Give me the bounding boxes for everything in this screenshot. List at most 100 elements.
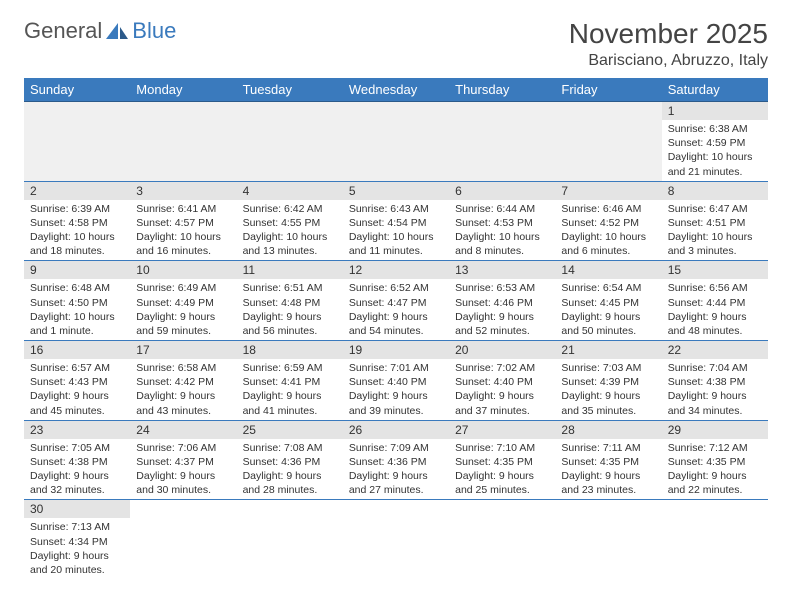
day-content: Sunrise: 7:12 AMSunset: 4:35 PMDaylight:… <box>662 439 768 500</box>
logo-text-2: Blue <box>132 18 176 44</box>
calendar-cell: 10Sunrise: 6:49 AMSunset: 4:49 PMDayligh… <box>130 261 236 341</box>
sunrise-text: Sunrise: 6:43 AM <box>349 202 443 216</box>
day-content: Sunrise: 7:08 AMSunset: 4:36 PMDaylight:… <box>237 439 343 500</box>
daylight-text: Daylight: 9 hours and 32 minutes. <box>30 469 124 497</box>
calendar-cell <box>343 500 449 579</box>
sunrise-text: Sunrise: 6:44 AM <box>455 202 549 216</box>
day-content: Sunrise: 6:41 AMSunset: 4:57 PMDaylight:… <box>130 200 236 261</box>
daylight-text: Daylight: 10 hours and 21 minutes. <box>668 150 762 178</box>
calendar-cell: 27Sunrise: 7:10 AMSunset: 4:35 PMDayligh… <box>449 420 555 500</box>
daylight-text: Daylight: 10 hours and 8 minutes. <box>455 230 549 258</box>
sunset-text: Sunset: 4:55 PM <box>243 216 337 230</box>
day-number: 26 <box>343 421 449 439</box>
calendar-row: 9Sunrise: 6:48 AMSunset: 4:50 PMDaylight… <box>24 261 768 341</box>
day-content: Sunrise: 7:11 AMSunset: 4:35 PMDaylight:… <box>555 439 661 500</box>
calendar-row: 16Sunrise: 6:57 AMSunset: 4:43 PMDayligh… <box>24 341 768 421</box>
day-header: Thursday <box>449 78 555 102</box>
sunrise-text: Sunrise: 6:39 AM <box>30 202 124 216</box>
daylight-text: Daylight: 9 hours and 22 minutes. <box>668 469 762 497</box>
calendar-row: 23Sunrise: 7:05 AMSunset: 4:38 PMDayligh… <box>24 420 768 500</box>
day-content: Sunrise: 7:13 AMSunset: 4:34 PMDaylight:… <box>24 518 130 579</box>
sunset-text: Sunset: 4:36 PM <box>243 455 337 469</box>
calendar-cell: 25Sunrise: 7:08 AMSunset: 4:36 PMDayligh… <box>237 420 343 500</box>
day-content: Sunrise: 7:01 AMSunset: 4:40 PMDaylight:… <box>343 359 449 420</box>
day-number: 18 <box>237 341 343 359</box>
day-number: 30 <box>24 500 130 518</box>
daylight-text: Daylight: 9 hours and 45 minutes. <box>30 389 124 417</box>
calendar-cell: 22 Sunrise: 7:04 AMSunset: 4:38 PMDayligh… <box>662 341 768 421</box>
sunrise-text: Sunrise: 7:08 AM <box>243 441 337 455</box>
day-number: 15 <box>662 261 768 279</box>
day-content: Sunrise: 6:56 AMSunset: 4:44 PMDaylight:… <box>662 279 768 340</box>
day-header: Saturday <box>662 78 768 102</box>
day-number: 3 <box>130 182 236 200</box>
calendar-cell: 12Sunrise: 6:52 AMSunset: 4:47 PMDayligh… <box>343 261 449 341</box>
day-header: Monday <box>130 78 236 102</box>
sunrise-text: Sunrise: 7:04 AM <box>668 361 762 375</box>
sunset-text: Sunset: 4:41 PM <box>243 375 337 389</box>
sunrise-text: Sunrise: 6:56 AM <box>668 281 762 295</box>
sunrise-text: Sunrise: 6:49 AM <box>136 281 230 295</box>
calendar-cell <box>24 102 130 182</box>
calendar-cell: 8Sunrise: 6:47 AMSunset: 4:51 PMDaylight… <box>662 181 768 261</box>
daylight-text: Daylight: 9 hours and 50 minutes. <box>561 310 655 338</box>
daylight-text: Daylight: 9 hours and 43 minutes. <box>136 389 230 417</box>
day-number: 7 <box>555 182 661 200</box>
day-number: 10 <box>130 261 236 279</box>
day-number: 6 <box>449 182 555 200</box>
calendar-cell: 16Sunrise: 6:57 AMSunset: 4:43 PMDayligh… <box>24 341 130 421</box>
calendar-row: 1Sunrise: 6:38 AMSunset: 4:59 PMDaylight… <box>24 102 768 182</box>
day-content: Sunrise: 6:52 AMSunset: 4:47 PMDaylight:… <box>343 279 449 340</box>
daylight-text: Daylight: 9 hours and 30 minutes. <box>136 469 230 497</box>
daylight-text: Daylight: 9 hours and 48 minutes. <box>668 310 762 338</box>
day-number: 14 <box>555 261 661 279</box>
daylight-text: Daylight: 9 hours and 25 minutes. <box>455 469 549 497</box>
month-title: November 2025 <box>569 18 768 50</box>
day-number: 2 <box>24 182 130 200</box>
calendar-cell: 4Sunrise: 6:42 AMSunset: 4:55 PMDaylight… <box>237 181 343 261</box>
calendar-cell <box>555 500 661 579</box>
daylight-text: Daylight: 9 hours and 39 minutes. <box>349 389 443 417</box>
sunrise-text: Sunrise: 7:11 AM <box>561 441 655 455</box>
day-number: 19 <box>343 341 449 359</box>
sunset-text: Sunset: 4:42 PM <box>136 375 230 389</box>
day-content: Sunrise: 7:02 AMSunset: 4:40 PMDaylight:… <box>449 359 555 420</box>
day-number: 22 <box>662 341 768 359</box>
sunset-text: Sunset: 4:48 PM <box>243 296 337 310</box>
sunrise-text: Sunrise: 6:48 AM <box>30 281 124 295</box>
sunset-text: Sunset: 4:38 PM <box>668 375 762 389</box>
daylight-text: Daylight: 9 hours and 20 minutes. <box>30 549 124 577</box>
day-header: Wednesday <box>343 78 449 102</box>
calendar-cell <box>237 102 343 182</box>
day-number: 5 <box>343 182 449 200</box>
day-content: Sunrise: 7:10 AMSunset: 4:35 PMDaylight:… <box>449 439 555 500</box>
day-number: 13 <box>449 261 555 279</box>
calendar-row: 2Sunrise: 6:39 AMSunset: 4:58 PMDaylight… <box>24 181 768 261</box>
daylight-text: Daylight: 9 hours and 52 minutes. <box>455 310 549 338</box>
day-number: 24 <box>130 421 236 439</box>
sunrise-text: Sunrise: 6:46 AM <box>561 202 655 216</box>
daylight-text: Daylight: 9 hours and 34 minutes. <box>668 389 762 417</box>
day-content: Sunrise: 6:51 AMSunset: 4:48 PMDaylight:… <box>237 279 343 340</box>
daylight-text: Daylight: 10 hours and 18 minutes. <box>30 230 124 258</box>
sunset-text: Sunset: 4:40 PM <box>349 375 443 389</box>
sunrise-text: Sunrise: 7:12 AM <box>668 441 762 455</box>
sunset-text: Sunset: 4:35 PM <box>561 455 655 469</box>
day-number: 4 <box>237 182 343 200</box>
day-number: 21 <box>555 341 661 359</box>
day-content: Sunrise: 6:49 AMSunset: 4:49 PMDaylight:… <box>130 279 236 340</box>
sunset-text: Sunset: 4:49 PM <box>136 296 230 310</box>
sunset-text: Sunset: 4:35 PM <box>455 455 549 469</box>
day-content: Sunrise: 6:46 AMSunset: 4:52 PMDaylight:… <box>555 200 661 261</box>
sunrise-text: Sunrise: 6:42 AM <box>243 202 337 216</box>
sunset-text: Sunset: 4:45 PM <box>561 296 655 310</box>
day-number: 11 <box>237 261 343 279</box>
calendar-cell: 11Sunrise: 6:51 AMSunset: 4:48 PMDayligh… <box>237 261 343 341</box>
day-content: Sunrise: 6:44 AMSunset: 4:53 PMDaylight:… <box>449 200 555 261</box>
day-content: Sunrise: 6:43 AMSunset: 4:54 PMDaylight:… <box>343 200 449 261</box>
sunset-text: Sunset: 4:44 PM <box>668 296 762 310</box>
day-content: Sunrise: 6:58 AMSunset: 4:42 PMDaylight:… <box>130 359 236 420</box>
sunrise-text: Sunrise: 6:38 AM <box>668 122 762 136</box>
day-number: 12 <box>343 261 449 279</box>
daylight-text: Daylight: 9 hours and 27 minutes. <box>349 469 443 497</box>
